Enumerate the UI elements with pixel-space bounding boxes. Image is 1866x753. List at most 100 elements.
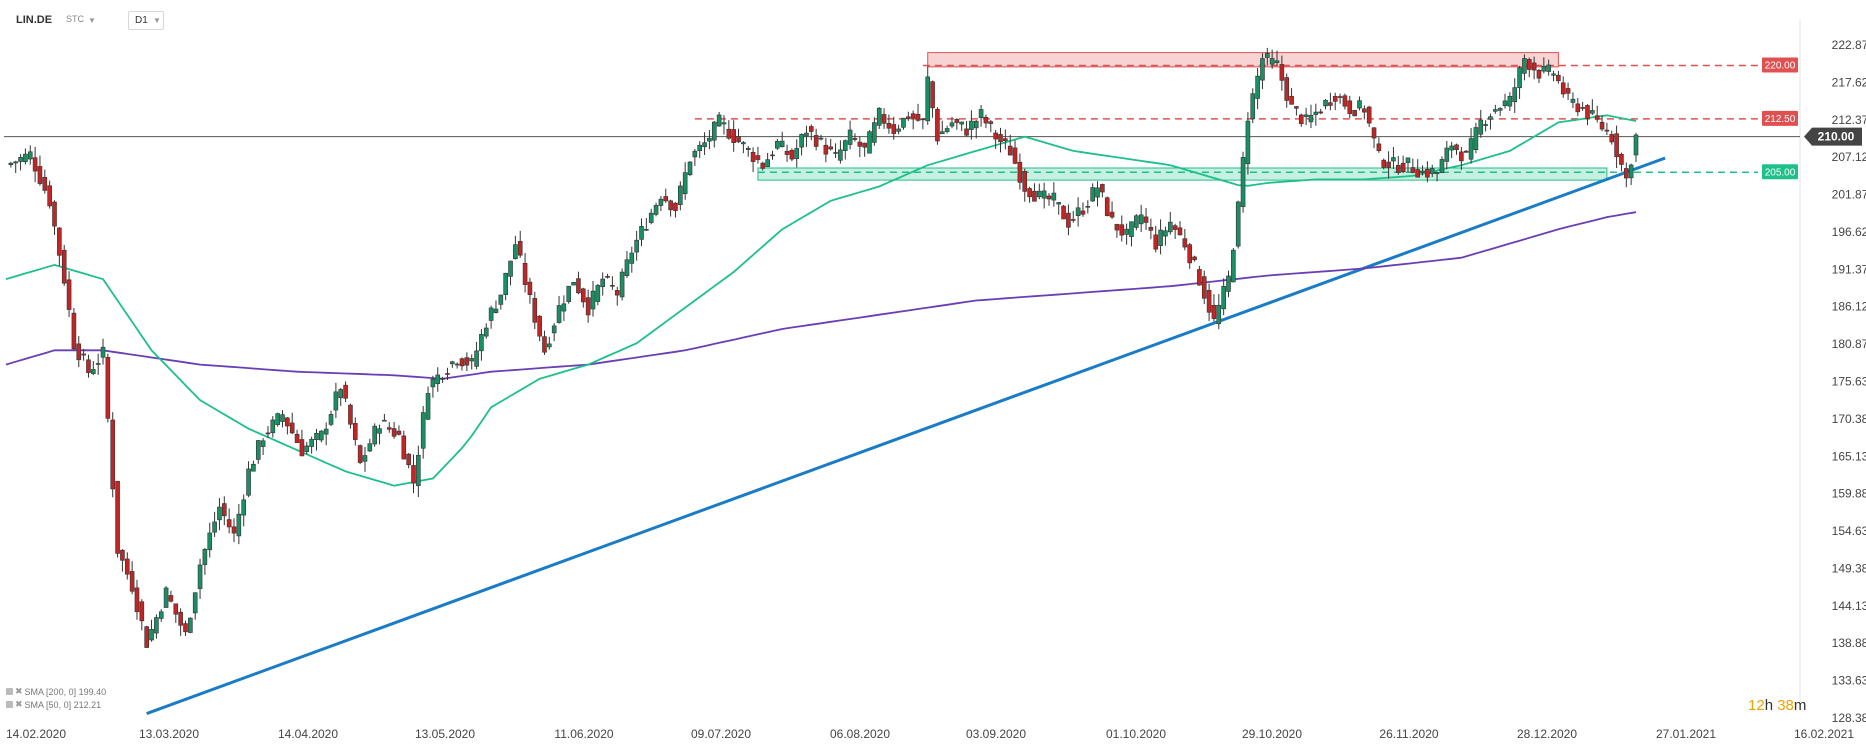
candle-up bbox=[23, 153, 28, 163]
y-axis: 222.87 217.62 212.37 207.12 201.87 196.62 191.… bbox=[1832, 38, 1866, 725]
level-tag bbox=[1762, 110, 1798, 126]
candle-down bbox=[1395, 164, 1401, 173]
close-icon[interactable]: ✖ bbox=[15, 686, 23, 696]
y-tick-label: 207.12 bbox=[1832, 150, 1866, 164]
candle-down bbox=[1352, 110, 1357, 117]
timer-hours-unit: h bbox=[1764, 697, 1774, 714]
candle-up bbox=[1226, 275, 1231, 292]
chevron-down-icon[interactable]: ▼ bbox=[88, 16, 96, 25]
candle-down bbox=[808, 126, 814, 132]
candle-down bbox=[789, 149, 795, 160]
symbol-label[interactable]: LIN.DE bbox=[16, 14, 53, 26]
candle-down bbox=[1536, 69, 1542, 79]
x-tick-label: 11.06.2020 bbox=[554, 727, 613, 741]
timeframe-select[interactable]: D1 ▼ bbox=[128, 11, 164, 30]
candle-down bbox=[1289, 95, 1294, 105]
x-tick-label: 09.07.2020 bbox=[691, 727, 751, 741]
y-tick-label: 201.87 bbox=[1832, 188, 1866, 202]
candle-timer: 12h 38m bbox=[1748, 697, 1806, 714]
candle-down bbox=[998, 134, 1003, 143]
candle-down bbox=[86, 359, 91, 373]
candle-down bbox=[173, 603, 179, 615]
candle-down bbox=[993, 132, 998, 140]
y-tick-label: 133.63 bbox=[1832, 674, 1866, 688]
instrument-type[interactable]: STC bbox=[66, 14, 84, 24]
candle-up bbox=[833, 152, 838, 154]
candle-up bbox=[154, 617, 159, 634]
candle-down bbox=[770, 154, 775, 157]
candle-up bbox=[1269, 58, 1275, 65]
candle-down bbox=[542, 336, 547, 353]
candle-up bbox=[692, 150, 698, 158]
candle-down bbox=[1211, 304, 1217, 319]
x-tick-label: 16.02.2021 bbox=[1794, 727, 1854, 741]
candle-down bbox=[139, 601, 145, 622]
candle-down bbox=[1206, 289, 1212, 313]
x-tick-label: 29.10.2020 bbox=[1242, 727, 1302, 741]
candle-up bbox=[590, 290, 596, 310]
candle-up bbox=[634, 239, 639, 253]
candle-up bbox=[779, 140, 785, 148]
candle-down bbox=[129, 571, 135, 592]
candle-up bbox=[1056, 202, 1062, 205]
candle-up bbox=[420, 412, 426, 449]
sma200-line bbox=[5, 211, 1637, 380]
indicator-sma50[interactable]: ✖ SMA [50, 0] 212.21 bbox=[6, 699, 101, 710]
candle-down bbox=[294, 433, 300, 443]
candle-up bbox=[1628, 164, 1634, 179]
candle-down bbox=[231, 526, 237, 534]
y-tick-label: 180.87 bbox=[1832, 337, 1866, 351]
candle-up bbox=[1255, 75, 1260, 99]
candle-down bbox=[1197, 269, 1202, 286]
support-zone bbox=[757, 167, 1608, 181]
candle-up bbox=[382, 419, 387, 422]
settings-icon[interactable] bbox=[6, 688, 13, 695]
candle-down bbox=[920, 118, 926, 121]
candle-up bbox=[1429, 168, 1435, 174]
candle-down bbox=[168, 595, 174, 602]
level-tag-label: 220.00 bbox=[1765, 60, 1796, 71]
candle-up bbox=[969, 120, 974, 130]
candle-down bbox=[110, 419, 116, 490]
candle-up bbox=[27, 151, 33, 160]
candle-down bbox=[1100, 184, 1105, 193]
candle-down bbox=[891, 124, 897, 134]
trendline[interactable] bbox=[146, 156, 1666, 715]
candle-down bbox=[76, 343, 82, 361]
candle-up bbox=[1497, 108, 1503, 111]
y-tick-label: 165.13 bbox=[1832, 449, 1866, 463]
candle-up bbox=[1235, 201, 1241, 247]
candle-up bbox=[304, 445, 310, 452]
candle-down bbox=[32, 157, 38, 172]
candle-up bbox=[100, 346, 106, 358]
candle-down bbox=[1192, 256, 1197, 261]
candle-up bbox=[275, 413, 280, 425]
candle-up bbox=[1245, 120, 1251, 165]
candle-up bbox=[430, 378, 436, 388]
candle-down bbox=[1609, 134, 1615, 143]
close-icon[interactable]: ✖ bbox=[15, 699, 23, 709]
candle-up bbox=[619, 271, 625, 298]
y-tick-label: 191.37 bbox=[1832, 262, 1866, 276]
candle-up bbox=[338, 389, 344, 399]
y-tick-label: 186.12 bbox=[1832, 300, 1866, 314]
candle-up bbox=[1633, 134, 1639, 156]
candle-up bbox=[1167, 221, 1173, 233]
candle-down bbox=[1415, 169, 1420, 178]
x-tick-label: 27.01.2021 bbox=[1656, 727, 1716, 741]
indicator-sma200[interactable]: ✖ SMA [200, 0] 199.40 bbox=[6, 686, 106, 697]
candle-up bbox=[707, 137, 712, 142]
candle-up bbox=[818, 137, 824, 140]
candle-down bbox=[299, 439, 305, 457]
timeframe-value: D1 bbox=[135, 15, 148, 26]
candle-up bbox=[425, 393, 431, 420]
candle-down bbox=[1599, 121, 1605, 130]
candle-down bbox=[1337, 96, 1343, 98]
settings-icon[interactable] bbox=[6, 701, 13, 708]
candle-up bbox=[687, 161, 693, 176]
candle-down bbox=[610, 285, 615, 287]
candle-up bbox=[163, 587, 169, 608]
candle-down bbox=[1114, 223, 1120, 231]
